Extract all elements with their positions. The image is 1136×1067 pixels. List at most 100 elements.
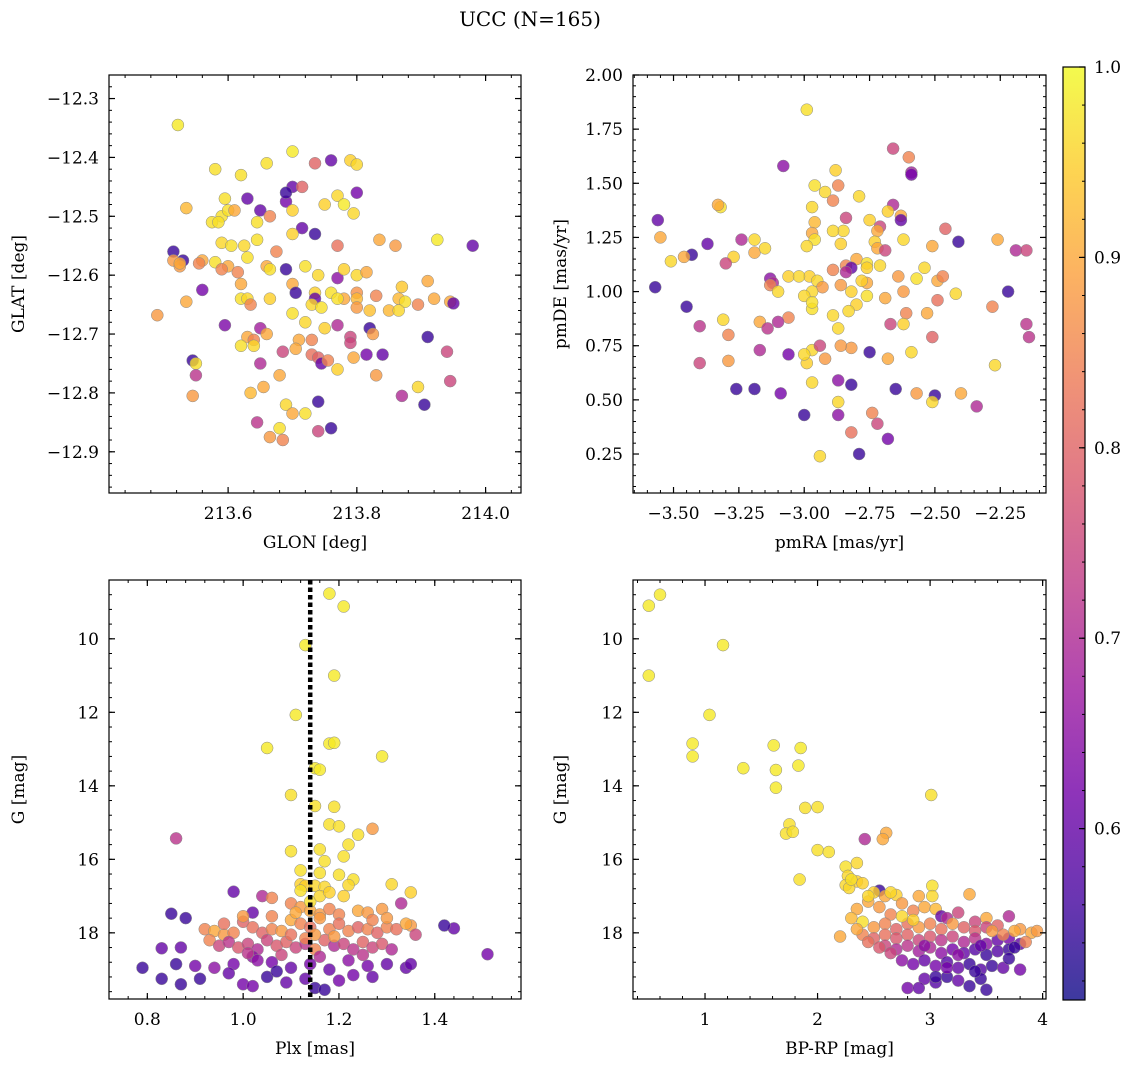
data-point: [918, 261, 931, 275]
data-point: [385, 943, 398, 956]
data-point: [951, 961, 965, 975]
data-point: [295, 221, 309, 235]
data-point: [850, 922, 864, 936]
data-point: [395, 280, 409, 294]
data-point: [884, 946, 897, 960]
data-point: [957, 935, 971, 949]
data-point: [876, 832, 890, 846]
data-point: [811, 800, 824, 814]
data-point: [327, 736, 341, 750]
data-point: [651, 213, 665, 227]
data-point: [151, 308, 164, 322]
data-point: [906, 957, 920, 971]
data-point: [850, 902, 864, 916]
data-point: [1001, 285, 1015, 298]
data-point: [829, 164, 842, 177]
data-point: [331, 239, 344, 252]
data-point: [327, 930, 341, 943]
data-point: [332, 820, 346, 833]
data-point: [693, 356, 706, 370]
data-point: [276, 345, 290, 358]
data-point: [344, 336, 357, 350]
data-point: [918, 900, 931, 914]
data-point: [813, 339, 827, 352]
data-point: [826, 194, 840, 207]
data-point: [215, 263, 228, 276]
data-point: [404, 886, 418, 899]
data-point: [861, 889, 875, 903]
data-point: [926, 395, 939, 409]
data-point: [247, 339, 261, 353]
data-point: [313, 843, 327, 856]
data-point: [897, 317, 910, 331]
data-point: [935, 933, 948, 947]
data-point: [797, 408, 811, 422]
y-tick-label: 16: [601, 850, 623, 870]
data-point: [265, 910, 279, 923]
data-point: [905, 345, 918, 359]
data-point: [735, 233, 748, 246]
data-point: [360, 348, 373, 361]
data-point: [719, 257, 733, 270]
data-point: [951, 906, 965, 919]
data-point: [748, 233, 761, 246]
x-tick-label: 2: [812, 1010, 823, 1030]
data-point: [654, 231, 667, 244]
data-point: [980, 983, 993, 997]
data-point: [833, 930, 847, 943]
data-point: [263, 292, 277, 305]
data-point: [222, 967, 236, 980]
data-point: [936, 270, 950, 283]
data-point: [234, 277, 248, 291]
x-tick-label: 214.0: [461, 504, 510, 524]
data-point: [813, 449, 827, 463]
data-point: [347, 207, 360, 220]
points-pmra-pmde: [648, 103, 1036, 463]
data-point: [250, 233, 264, 247]
y-tick-label: −12.6: [47, 266, 99, 286]
data-point: [361, 959, 374, 973]
data-point: [231, 265, 245, 279]
data-point: [366, 822, 379, 836]
data-point: [375, 750, 389, 763]
data-point: [241, 251, 254, 264]
data-point: [871, 417, 884, 430]
data-point: [337, 198, 351, 211]
data-point: [279, 263, 293, 276]
colorbar-tick-label: 1.0: [1094, 58, 1121, 78]
data-point: [323, 963, 336, 976]
x-tick-label: −3.25: [713, 504, 765, 524]
data-point: [926, 889, 939, 903]
y-tick-label: 10: [77, 630, 99, 650]
data-point: [169, 957, 183, 971]
data-point: [324, 421, 338, 435]
data-point: [311, 268, 325, 282]
data-point: [845, 341, 858, 355]
y-tick-label: 14: [77, 777, 99, 797]
data-point: [411, 298, 425, 311]
data-point: [308, 157, 322, 170]
data-point: [863, 345, 876, 359]
data-point: [165, 907, 178, 920]
data-point: [951, 948, 965, 962]
points-bprp-g: [642, 588, 1044, 997]
data-point: [991, 233, 1004, 246]
data-point: [878, 244, 892, 257]
data-point: [203, 933, 216, 947]
data-point: [865, 406, 879, 420]
data-point: [313, 763, 327, 776]
data-point: [1019, 935, 1032, 949]
data-point: [337, 263, 351, 276]
x-tick-label: 1: [700, 1010, 711, 1030]
data-point: [376, 348, 389, 361]
data-point: [284, 961, 298, 975]
y-tick-label: −12.4: [47, 148, 99, 168]
data-point: [845, 285, 858, 298]
data-point: [342, 954, 355, 967]
data-point: [299, 260, 312, 273]
panel-glon-glat: 213.6 213.8 214.0 −12.9 −12.8 −12.7 −12.6 −12.5…: [9, 74, 522, 553]
data-point: [360, 265, 373, 279]
data-point: [946, 917, 959, 930]
data-point: [180, 295, 193, 308]
